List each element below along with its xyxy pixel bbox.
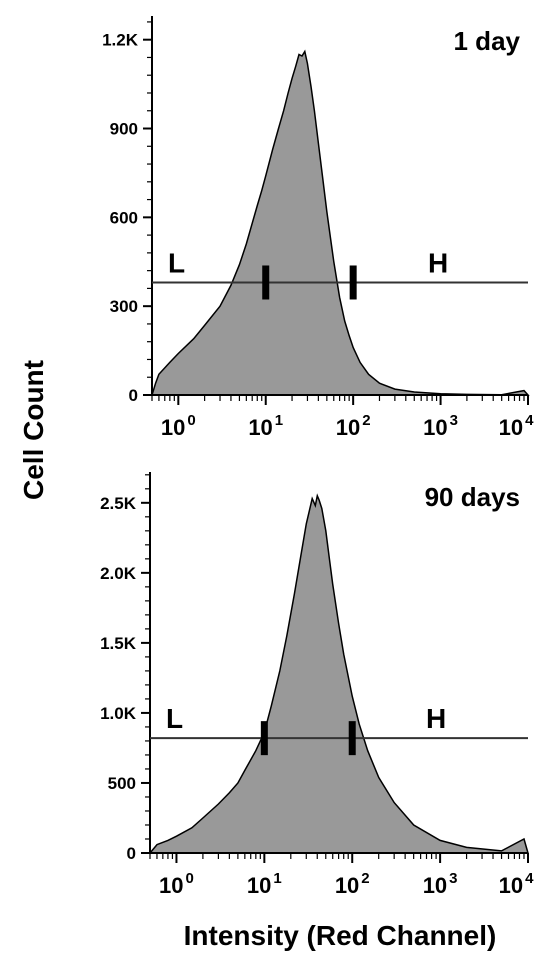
y-tick-label: 1.0K bbox=[100, 704, 137, 723]
gate-marker bbox=[260, 721, 268, 756]
y-tick-label: 500 bbox=[108, 774, 136, 793]
y-axis-title: Cell Count bbox=[18, 360, 49, 500]
x-tick-label: 10 4 bbox=[499, 870, 534, 898]
y-tick-label: 900 bbox=[110, 120, 138, 139]
x-tick-label: 10 3 bbox=[423, 870, 458, 898]
gate-high-label: H bbox=[426, 703, 446, 734]
x-tick-label: 10 0 bbox=[159, 870, 194, 898]
x-tick-label: 10 0 bbox=[161, 412, 196, 440]
gate-low-label: L bbox=[168, 247, 185, 278]
histogram-panel-1-day: 0 300 600 900 1.2K 10 0 10 1 10 2 10 3 10 4 L H 1 day bbox=[102, 16, 534, 440]
y-tick-label: 2.0K bbox=[100, 564, 137, 583]
gate-low-label: L bbox=[166, 703, 183, 734]
x-tick-label: 10 2 bbox=[335, 870, 370, 898]
x-axis-title: Intensity (Red Channel) bbox=[184, 920, 497, 951]
x-tick-label: 10 1 bbox=[247, 870, 282, 898]
gate-marker bbox=[348, 721, 356, 756]
y-tick-label: 0 bbox=[129, 386, 138, 405]
panel-label: 1 day bbox=[454, 26, 521, 56]
histogram-panel-90-days: 0 500 1.0K 1.5K 2.0K 2.5K 10 0 10 1 10 2 10 3 10 4 L H 90 … bbox=[100, 472, 534, 898]
histogram-area bbox=[150, 49, 530, 396]
y-tick-label: 300 bbox=[110, 297, 138, 316]
y-tick-label: 1.2K bbox=[102, 31, 139, 50]
y-tick-label: 0 bbox=[127, 844, 136, 863]
y-tick-label: 1.5K bbox=[100, 634, 137, 653]
x-tick-label: 10 2 bbox=[336, 412, 371, 440]
x-tick-label: 10 4 bbox=[499, 412, 534, 440]
gate-marker bbox=[262, 265, 270, 300]
panel-label: 90 days bbox=[425, 482, 520, 512]
x-tick-label: 10 1 bbox=[248, 412, 283, 440]
y-tick-label: 600 bbox=[110, 208, 138, 227]
histogram-area bbox=[148, 493, 529, 854]
gate-marker bbox=[349, 265, 357, 300]
x-tick-label: 10 3 bbox=[423, 412, 458, 440]
gate-high-label: H bbox=[428, 247, 448, 278]
y-tick-label: 2.5K bbox=[100, 494, 137, 513]
